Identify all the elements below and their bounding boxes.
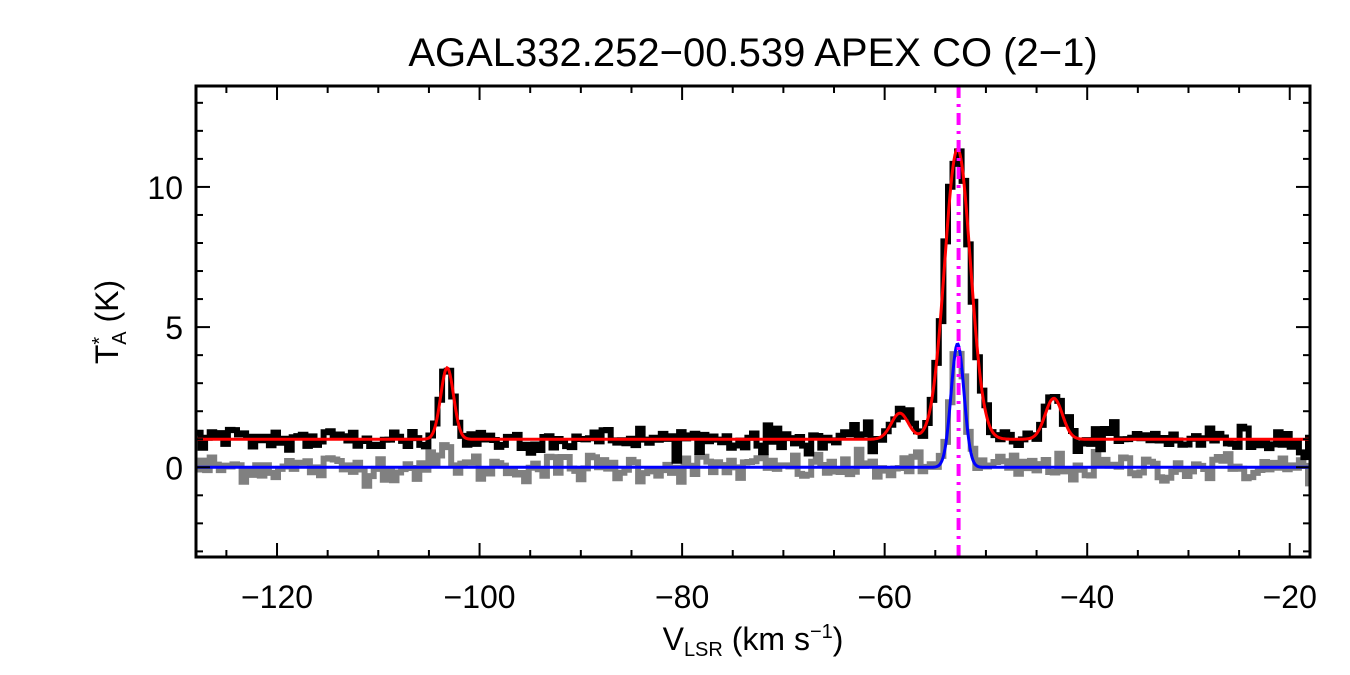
x-tick-label: −40 xyxy=(1060,579,1114,615)
plot-area xyxy=(196,86,1310,557)
fit-blue xyxy=(196,342,1310,469)
y-axis: 0 5 10 xyxy=(147,101,1310,553)
y-tick-label: 5 xyxy=(165,310,183,346)
fit-red xyxy=(196,147,1310,441)
y-tick-label: 0 xyxy=(165,450,183,486)
y-axis-label: T*A (K) xyxy=(89,280,131,364)
spectrum-gray xyxy=(196,350,1310,489)
plot-frame xyxy=(194,84,1312,559)
x-tick-label: −80 xyxy=(655,579,709,615)
x-tick-label: −20 xyxy=(1263,579,1317,615)
x-tick-label: −100 xyxy=(444,579,516,615)
chart-title: AGAL332.252−00.539 APEX CO (2−1) xyxy=(408,31,1097,75)
y-tick-label: 10 xyxy=(147,170,183,206)
x-tick-label: −60 xyxy=(858,579,912,615)
x-axis: −120 −100 −80 −60 −40 −20 xyxy=(225,86,1317,615)
x-axis-label: VLSR (km s−1) xyxy=(663,621,844,661)
spectrum-black xyxy=(196,148,1310,464)
x-tick-label: −120 xyxy=(241,579,313,615)
